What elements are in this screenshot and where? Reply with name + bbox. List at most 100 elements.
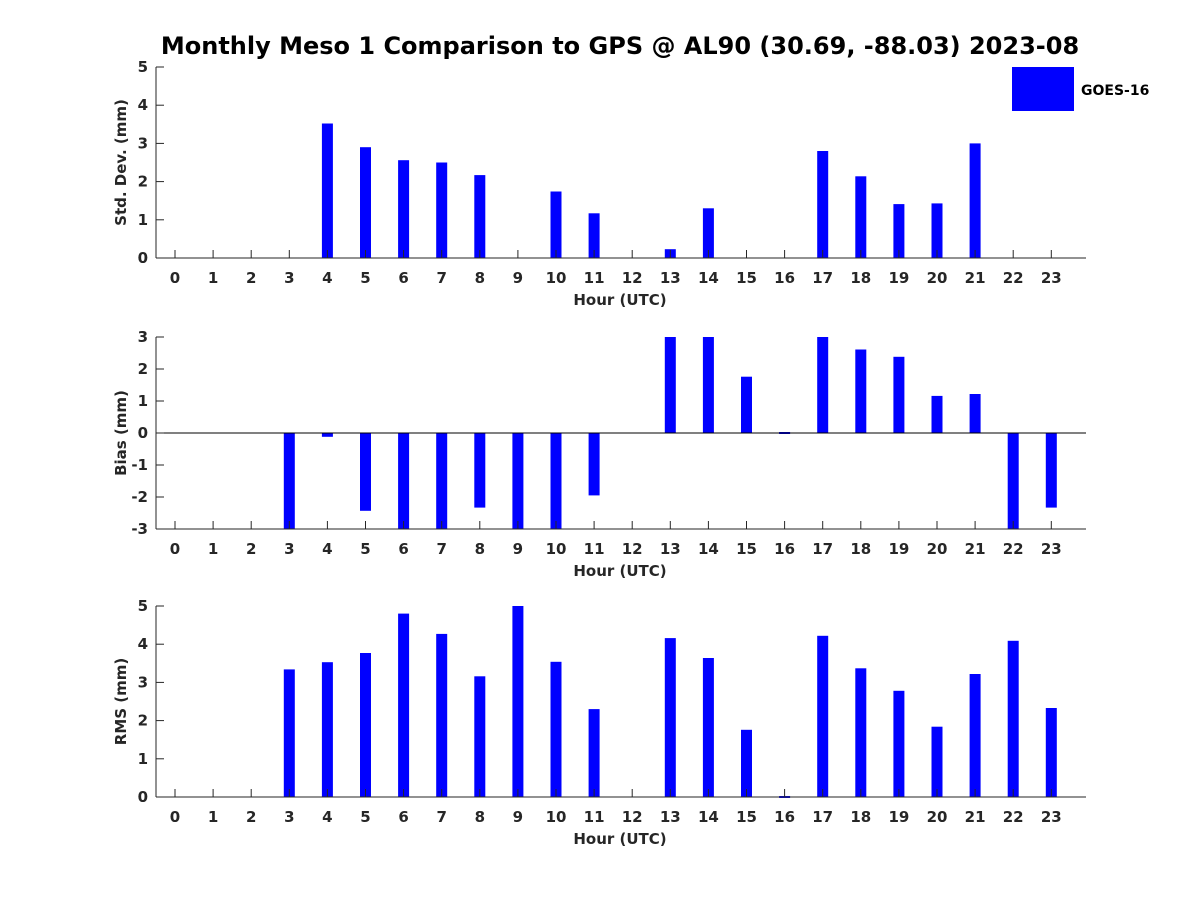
chart-title: Monthly Meso 1 Comparison to GPS @ AL90 …	[161, 32, 1079, 60]
x-tick-label: 5	[360, 808, 370, 826]
x-tick-label: 23	[1041, 808, 1062, 826]
x-tick-label: 6	[398, 808, 408, 826]
bar-hour-17	[817, 635, 829, 797]
bar-hour-11	[588, 213, 600, 258]
x-tick-label: 5	[360, 269, 370, 287]
bar-hour-17	[817, 337, 829, 433]
bar-hour-3	[283, 669, 295, 797]
bar-hour-10	[550, 661, 562, 797]
y-tick-label: 3	[138, 673, 148, 691]
bar-hour-6	[398, 433, 410, 529]
x-tick-label: 2	[246, 540, 256, 558]
y-tick-label: 3	[138, 134, 148, 152]
x-tick-label: 2	[246, 269, 256, 287]
x-tick-label: 3	[284, 540, 294, 558]
x-tick-label: 5	[360, 540, 370, 558]
x-tick-label: 0	[170, 540, 180, 558]
bar-hour-7	[436, 433, 448, 529]
x-tick-label: 14	[698, 808, 719, 826]
bar-hour-8	[474, 175, 486, 258]
bar-hour-13	[664, 337, 676, 433]
x-tick-label: 8	[475, 269, 485, 287]
bar-hour-7	[436, 633, 448, 797]
x-tick-label: 12	[622, 808, 643, 826]
x-tick-label: 20	[927, 808, 948, 826]
bar-hour-14	[702, 658, 714, 797]
bar-hour-4	[321, 123, 333, 258]
x-tick-label: 13	[660, 540, 681, 558]
x-axis-label: Hour (UTC)	[573, 562, 666, 580]
bar-hour-8	[474, 676, 486, 797]
x-axis-label: Hour (UTC)	[573, 830, 666, 848]
x-tick-label: 1	[208, 808, 218, 826]
x-tick-label: 10	[546, 808, 567, 826]
bar-hour-22	[1007, 640, 1019, 797]
x-tick-label: 19	[888, 808, 909, 826]
y-tick-label: 2	[138, 360, 148, 378]
bar-hour-3	[283, 433, 295, 529]
x-tick-label: 18	[850, 269, 871, 287]
bar-hour-9	[512, 433, 524, 529]
x-tick-label: 8	[475, 540, 485, 558]
bar-hour-7	[436, 162, 448, 258]
x-tick-label: 13	[660, 269, 681, 287]
x-tick-label: 12	[622, 269, 643, 287]
x-tick-label: 17	[812, 540, 833, 558]
bar-hour-23	[1045, 708, 1057, 797]
x-tick-label: 4	[322, 540, 332, 558]
bar-hour-4	[321, 433, 333, 437]
x-tick-label: 23	[1041, 269, 1062, 287]
x-tick-label: 6	[398, 269, 408, 287]
y-tick-label: 2	[138, 173, 148, 191]
x-tick-label: 8	[475, 808, 485, 826]
legend-swatch	[1012, 67, 1074, 111]
x-tick-label: 22	[1003, 808, 1024, 826]
bar-hour-6	[398, 613, 410, 797]
x-tick-label: 3	[284, 269, 294, 287]
bar-hour-5	[360, 147, 371, 258]
bar-hour-11	[588, 433, 600, 496]
y-axis-label: Std. Dev. (mm)	[112, 99, 130, 226]
y-tick-label: -2	[131, 488, 148, 506]
x-tick-label: 13	[660, 808, 681, 826]
x-tick-label: 4	[322, 808, 332, 826]
bar-hour-18	[855, 668, 867, 797]
x-tick-label: 1	[208, 540, 218, 558]
bar-hour-19	[893, 204, 905, 258]
y-axis-label: RMS (mm)	[112, 658, 130, 745]
x-tick-label: 3	[284, 808, 294, 826]
x-tick-label: 15	[736, 269, 757, 287]
bar-hour-20	[931, 203, 943, 258]
bar-hour-20	[931, 395, 943, 433]
bar-hour-15	[741, 376, 752, 433]
bar-hour-18	[855, 349, 867, 433]
y-tick-label: 0	[138, 788, 148, 806]
x-tick-label: 19	[888, 269, 909, 287]
y-tick-label: 0	[138, 249, 148, 267]
x-tick-label: 21	[965, 808, 986, 826]
x-tick-label: 18	[850, 808, 871, 826]
bar-hour-20	[931, 726, 943, 797]
bar-hour-10	[550, 433, 562, 529]
x-tick-label: 18	[850, 540, 871, 558]
bar-hour-19	[893, 356, 905, 433]
x-tick-label: 16	[774, 808, 795, 826]
x-tick-label: 11	[584, 269, 605, 287]
x-tick-label: 15	[736, 540, 757, 558]
x-tick-label: 12	[622, 540, 643, 558]
x-tick-label: 17	[812, 269, 833, 287]
bar-hour-6	[398, 160, 410, 258]
x-tick-label: 15	[736, 808, 757, 826]
y-axis-label: Bias (mm)	[112, 390, 130, 476]
x-tick-label: 19	[888, 540, 909, 558]
x-tick-label: 0	[170, 269, 180, 287]
y-tick-label: 0	[138, 424, 148, 442]
bar-hour-21	[969, 143, 981, 258]
bar-hour-5	[360, 433, 371, 511]
x-tick-label: 7	[436, 269, 446, 287]
y-tick-label: 5	[138, 597, 148, 615]
x-tick-label: 11	[584, 540, 605, 558]
